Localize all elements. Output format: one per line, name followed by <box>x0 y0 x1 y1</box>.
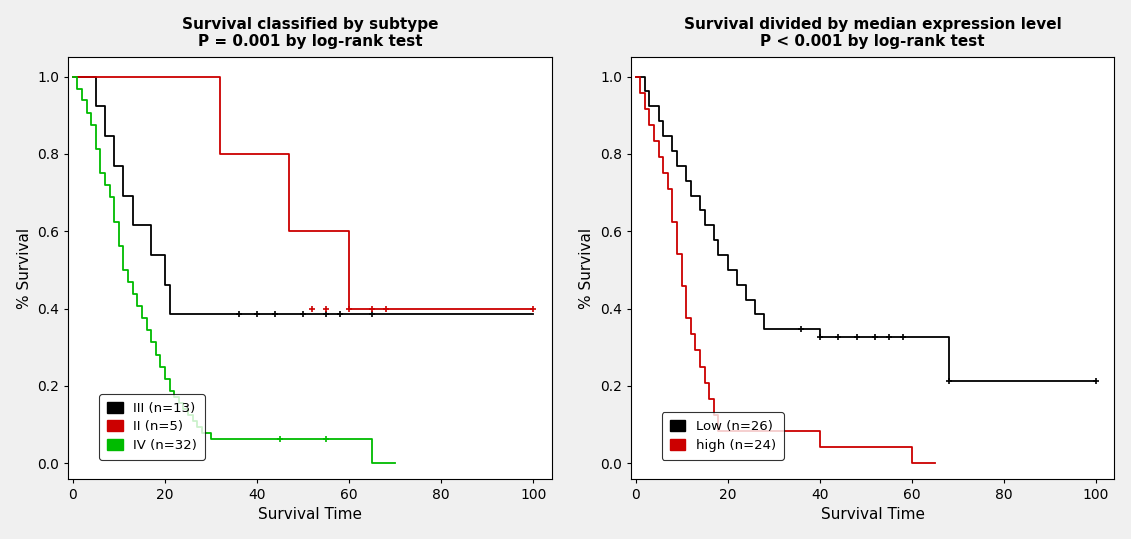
Y-axis label: % Survival: % Survival <box>579 227 595 308</box>
X-axis label: Survival Time: Survival Time <box>821 507 925 522</box>
Legend: Low (n=26), high (n=24): Low (n=26), high (n=24) <box>662 412 784 460</box>
Title: Survival divided by median expression level
P < 0.001 by log-rank test: Survival divided by median expression le… <box>684 17 1062 49</box>
Title: Survival classified by subtype
P = 0.001 by log-rank test: Survival classified by subtype P = 0.001… <box>182 17 438 49</box>
X-axis label: Survival Time: Survival Time <box>258 507 362 522</box>
Legend: III (n=13), II (n=5), IV (n=32): III (n=13), II (n=5), IV (n=32) <box>100 394 205 460</box>
Y-axis label: % Survival: % Survival <box>17 227 32 308</box>
